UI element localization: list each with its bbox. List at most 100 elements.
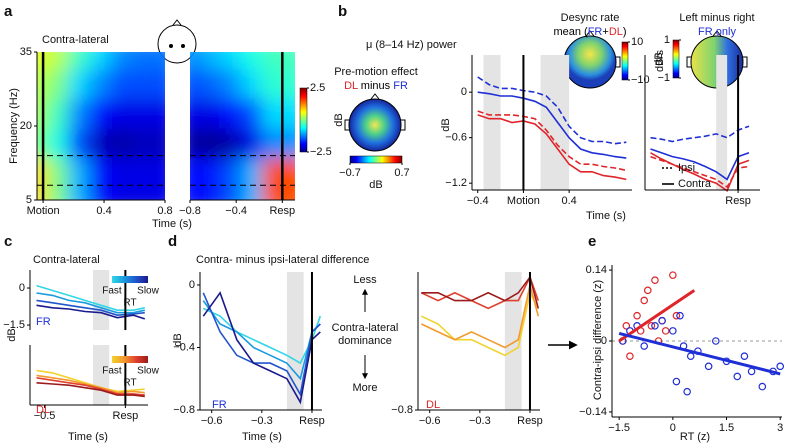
scatter-point	[672, 311, 681, 320]
x-tick-label: Resp	[517, 415, 543, 427]
y-tick-label: −0.8	[391, 404, 413, 416]
legend-label: Ipsi	[678, 162, 695, 174]
scatter-point	[643, 286, 652, 295]
subtitle-part: FR only	[698, 26, 736, 38]
colorbar	[621, 41, 629, 81]
topoplot	[344, 93, 406, 152]
scatter-point	[640, 296, 649, 305]
chart-title: Contra-lateral	[42, 34, 109, 46]
colorbar-tick-label: −10	[631, 74, 650, 86]
scatter-point	[683, 387, 691, 396]
line-series	[650, 148, 750, 181]
subtitle-part: DL	[344, 80, 358, 92]
line-series	[36, 374, 145, 394]
panel-label: a	[4, 3, 13, 20]
scatter-point	[733, 372, 742, 381]
shaded-window	[286, 272, 304, 410]
x-tick-label: 3	[777, 422, 783, 434]
scatter-point	[669, 271, 677, 279]
line-series	[202, 292, 321, 397]
regression-line	[618, 331, 781, 376]
topoplot-title: Pre-motion effect	[334, 66, 418, 78]
y-tick-label: −0.8	[173, 404, 195, 416]
y-tick-label: 5	[26, 194, 32, 206]
y-tick-label: −1.2	[445, 177, 467, 189]
line-series	[36, 284, 145, 311]
x-tick-label: −0.4	[225, 205, 247, 217]
scatter-point	[640, 342, 649, 350]
y-axis-label: Frequency (Hz)	[8, 88, 20, 164]
condition-label: DL	[36, 404, 50, 416]
line-series	[36, 299, 145, 317]
regression-line	[618, 289, 696, 343]
shaded-window	[483, 55, 501, 190]
x-axis-label: RT (z)	[680, 431, 710, 443]
x-axis-label: Time (s)	[152, 218, 192, 230]
scatter-point	[740, 352, 749, 361]
annotation: Less	[353, 274, 377, 286]
colorbar-tick-label: −2.5	[310, 146, 332, 158]
y-axis-label: dB	[6, 328, 18, 341]
y-tick-label: 0	[19, 282, 25, 294]
x-tick-label: 0.4	[96, 205, 111, 217]
heatmap-cell	[262, 158, 295, 200]
colorbar	[299, 87, 308, 153]
scatter-point	[622, 321, 631, 330]
scatter-point	[704, 362, 713, 371]
y-tick-label: −0.14	[579, 406, 607, 418]
x-tick-label: −0.5	[34, 410, 56, 422]
x-tick-label: 0.8	[157, 205, 172, 217]
x-tick-label: −0.6	[419, 415, 441, 427]
condition-label: FR	[212, 399, 227, 411]
x-tick-label: Resp	[725, 195, 751, 207]
subtitle-part: FR	[588, 26, 603, 38]
y-tick-label: 20	[20, 120, 32, 132]
colorbar	[672, 39, 680, 79]
line-series	[202, 291, 321, 405]
colorbar	[349, 155, 403, 164]
topoplot-title: Desync rate	[561, 12, 620, 24]
line-series	[420, 290, 540, 357]
line-series	[36, 304, 146, 320]
scatter-point	[626, 352, 634, 361]
y-tick-label: 0	[189, 279, 195, 291]
x-tick-label: −0.3	[251, 415, 273, 427]
scatter-point	[669, 327, 677, 335]
x-axis-label: Time (s)	[586, 210, 626, 222]
y-tick-label: 35	[20, 46, 32, 58]
line-series	[420, 284, 540, 349]
line-series	[650, 152, 750, 193]
line-series	[420, 275, 540, 310]
y-tick-label: −0.6	[445, 132, 467, 144]
rt-colorbar	[112, 276, 148, 283]
x-tick-label: Motion	[507, 195, 540, 207]
condition-label: DL	[426, 399, 440, 411]
colorbar-label: dB	[653, 52, 665, 65]
condition-label: FR	[36, 316, 51, 328]
colorbar-tick-label: 2.5	[310, 82, 325, 94]
x-tick-label: 1.5	[719, 422, 734, 434]
subtitle-part: +	[602, 26, 608, 38]
x-axis-label: Time (s)	[242, 431, 282, 443]
heatmap	[37, 52, 165, 200]
topoplot-subtitle: mean (FR+DL)	[553, 26, 626, 38]
colorbar-tick-label: 0.7	[394, 167, 409, 179]
chart-title: Contra-lateral	[33, 254, 100, 266]
panel-label: c	[4, 233, 12, 250]
line-series	[477, 76, 627, 145]
heatmap-cells	[190, 52, 295, 200]
line-series	[421, 275, 540, 309]
x-tick-label: Motion	[27, 205, 60, 217]
y-tick-label: −0.4	[173, 341, 195, 353]
y-tick-label: −1.5	[3, 319, 25, 331]
panel-label: e	[588, 233, 596, 250]
colorbar-tick-label: −1	[657, 72, 670, 84]
scatter-point	[672, 377, 681, 386]
x-tick-label: 0	[670, 422, 676, 434]
scatter-point	[651, 276, 659, 285]
y-tick-label: 0.14	[586, 264, 607, 276]
line-series	[202, 300, 321, 381]
scatter-point	[661, 327, 670, 335]
annotation: dominance	[338, 335, 392, 347]
